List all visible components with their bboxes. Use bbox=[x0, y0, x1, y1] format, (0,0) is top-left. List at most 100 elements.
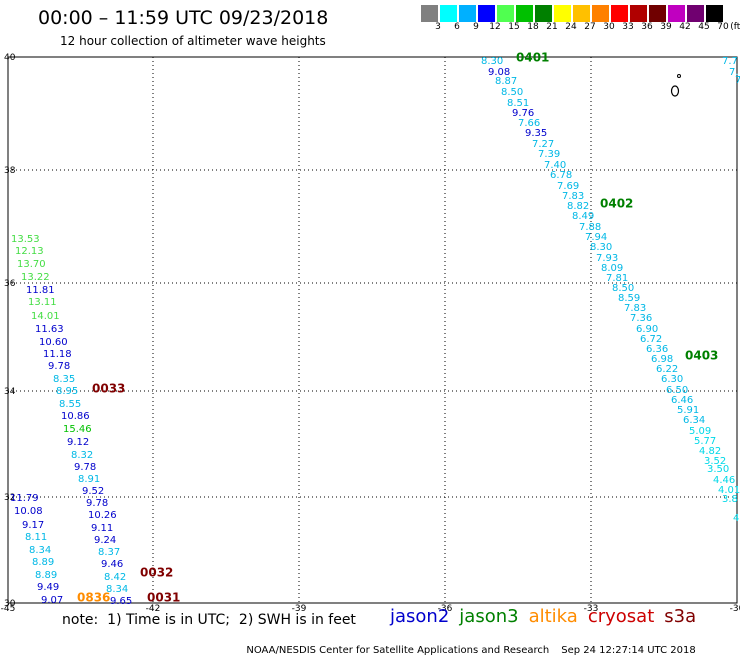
wave-height-value: 8.11 bbox=[25, 532, 47, 543]
wave-height-value: 8.50 bbox=[612, 283, 634, 294]
wave-height-value: 8.32 bbox=[71, 450, 93, 461]
wave-height-value: 11.79 bbox=[10, 493, 39, 504]
island-marker bbox=[670, 74, 681, 97]
wave-height-value: 6.90 bbox=[636, 324, 658, 335]
credit-text: NOAA/NESDIS Center for Satellite Applica… bbox=[246, 645, 550, 656]
wave-height-value: 10.86 bbox=[61, 411, 90, 422]
wave-height-value: 9.78 bbox=[74, 462, 96, 473]
wave-height-value: 8.42 bbox=[104, 572, 126, 583]
wave-height-value: 8.89 bbox=[32, 557, 54, 568]
legend-label: 42 bbox=[679, 22, 691, 32]
legend-swatch bbox=[478, 5, 495, 22]
wave-height-value: 13.22 bbox=[21, 272, 50, 283]
lon-tick-label: -45 bbox=[1, 604, 16, 614]
lon-tick-label: -30 bbox=[730, 604, 740, 614]
legend-label: 3 bbox=[435, 22, 441, 32]
legend-swatch bbox=[611, 5, 628, 22]
wave-height-value: 7.36 bbox=[630, 313, 652, 324]
wave-height-value: 9.07 bbox=[41, 595, 63, 606]
wave-height-value: 7.40 bbox=[544, 160, 566, 171]
lat-lon-grid bbox=[7, 56, 738, 604]
legend-swatch bbox=[573, 5, 590, 22]
legend-swatch bbox=[440, 5, 457, 22]
generated-timestamp: Sep 24 12:27:14 UTC 2018 bbox=[561, 645, 696, 656]
wave-height-value: 7.94 bbox=[585, 232, 607, 243]
satellite-name: s3a bbox=[664, 606, 697, 627]
wave-height-value: 10.60 bbox=[39, 337, 68, 348]
wave-height-value: 8.30 bbox=[590, 242, 612, 253]
lon-tick-label: -33 bbox=[584, 604, 599, 614]
legend-label: 15 bbox=[508, 22, 520, 32]
wave-height-value: 8.37 bbox=[98, 547, 120, 558]
wave-height-value: 6.46 bbox=[671, 395, 693, 406]
wave-height-value: 4.01 bbox=[718, 485, 740, 496]
wave-height-value: 9.08 bbox=[488, 67, 510, 78]
wave-height-value: 9.11 bbox=[91, 523, 113, 534]
credit-line: NOAA/NESDIS Center for Satellite Applica… bbox=[240, 634, 696, 656]
legend-label: 21 bbox=[546, 22, 558, 32]
wave-height-value: 6.30 bbox=[661, 374, 683, 385]
wave-height-value: 7.83 bbox=[624, 303, 646, 314]
legend-swatch bbox=[706, 5, 723, 22]
wave-height-value: 7.27 bbox=[532, 139, 554, 150]
wave-height-value: 7.69 bbox=[557, 181, 579, 192]
altimeter-tracks: 8.309.088.878.508.519.767.669.357.277.39… bbox=[10, 56, 740, 607]
note-text: note: 1) Time is in UTC; 2) SWH is in fe… bbox=[62, 612, 356, 628]
legend-swatch bbox=[554, 5, 571, 22]
wave-height-value: 8.51 bbox=[507, 98, 529, 109]
wave-height-value: 7.88 bbox=[579, 222, 601, 233]
wave-height-value: 8.34 bbox=[106, 584, 128, 595]
wave-height-value: 8.09 bbox=[601, 263, 623, 274]
wave-height-value: 13.11 bbox=[28, 297, 57, 308]
wave-height-value: 7.7 bbox=[722, 56, 738, 67]
wave-height-value: 4.46 bbox=[713, 475, 735, 486]
wave-height-value: 6.78 bbox=[550, 170, 572, 181]
legend-label: 27 bbox=[584, 22, 596, 32]
wave-height-value: 6.22 bbox=[656, 364, 678, 375]
wave-height-value: 13.70 bbox=[17, 259, 46, 270]
wave-height-value: 7.81 bbox=[606, 273, 628, 284]
legend-label: 45 bbox=[698, 22, 710, 32]
wave-height-value: 9.52 bbox=[82, 486, 104, 497]
wave-height-value: 8.50 bbox=[501, 87, 523, 98]
pass-time-label: 0401 bbox=[516, 51, 549, 65]
wave-height-value: 10.26 bbox=[88, 510, 117, 521]
satellite-name: altika bbox=[528, 606, 578, 627]
wave-height-value: 9.17 bbox=[22, 520, 44, 531]
satellite-name: cryosat bbox=[587, 606, 655, 627]
wave-height-value: 3.52 bbox=[704, 456, 726, 467]
wave-height-value: 9.65 bbox=[110, 596, 132, 607]
wave-height-value: 7.39 bbox=[538, 149, 560, 160]
lat-tick-label: 30 bbox=[4, 599, 16, 609]
wave-height-value: 12.13 bbox=[15, 246, 44, 257]
wave-height-value: 8.91 bbox=[78, 474, 100, 485]
wave-height-value: 7.83 bbox=[562, 191, 584, 202]
wave-height-value: 8.49 bbox=[572, 211, 594, 222]
wave-height-value: 8.30 bbox=[481, 56, 503, 67]
wave-height-value: 6.36 bbox=[646, 344, 668, 355]
lon-tick-label: -42 bbox=[146, 604, 161, 614]
map-title: 00:00 – 11:59 UTC 09/23/2018 bbox=[38, 7, 329, 29]
wave-height-value: 6.72 bbox=[640, 334, 662, 345]
wave-height-value: 6.34 bbox=[683, 415, 705, 426]
wave-height-value: 9.46 bbox=[101, 559, 123, 570]
wave-height-value: 10.08 bbox=[14, 506, 43, 517]
wave-height-value: 4 bbox=[733, 513, 739, 524]
edge-track: 7.77.7 bbox=[722, 56, 740, 86]
legend-label: 18 bbox=[527, 22, 539, 32]
satellite-name: jason3 bbox=[459, 606, 519, 627]
legend-swatch bbox=[535, 5, 552, 22]
pass-time-label: 0402 bbox=[600, 197, 633, 211]
wave-height-value: 8.95 bbox=[56, 386, 78, 397]
wave-height-value: 3.50 bbox=[707, 464, 729, 475]
legend-label: 70 bbox=[717, 22, 729, 32]
wave-height-value: 4.82 bbox=[699, 446, 721, 457]
legend-swatch bbox=[497, 5, 514, 22]
pass-time-labels: 0401 0402 0403 0033 0032 0031 0836 bbox=[77, 51, 718, 605]
lon-tick-label: -36 bbox=[438, 604, 453, 614]
lat-tick-label: 40 bbox=[4, 53, 16, 63]
wave-height-value: 8.82 bbox=[567, 201, 589, 212]
wave-height-value: 11.18 bbox=[43, 349, 72, 360]
